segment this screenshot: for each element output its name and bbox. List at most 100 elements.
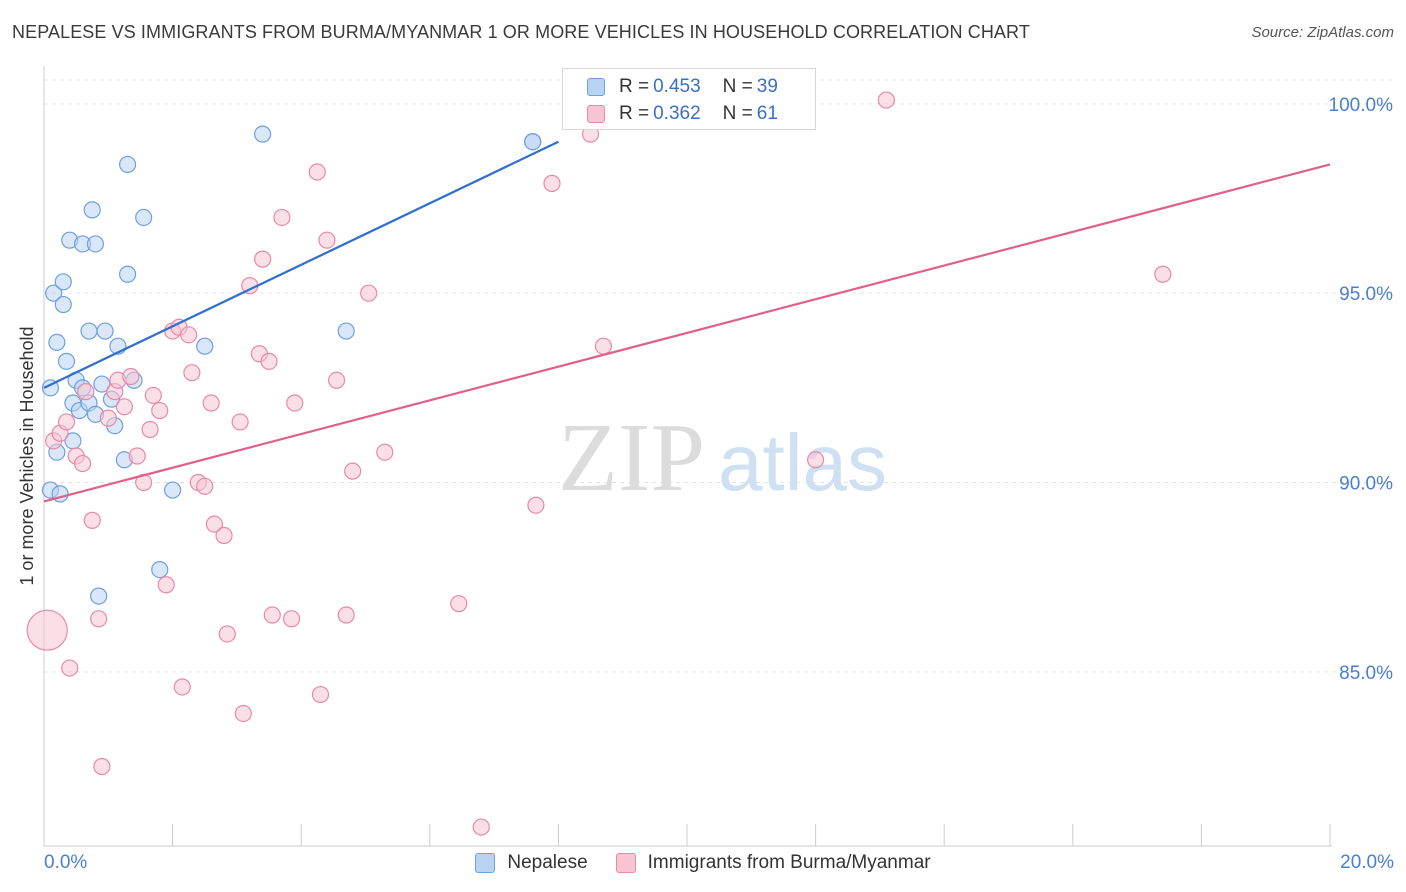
nepalese-trendline — [43, 140, 559, 389]
burma-point — [472, 818, 490, 836]
burma-point — [260, 352, 278, 370]
nepalese-point — [524, 133, 542, 151]
nepalese-point — [54, 273, 72, 291]
axis-layer: 85.0% 90.0% 95.0% 100.0% — [43, 66, 1394, 847]
legend-n-label: N = — [722, 76, 753, 97]
burma-point — [205, 515, 223, 533]
legend-swatch-pink — [587, 105, 605, 123]
burma-point — [282, 610, 301, 628]
burma-point — [273, 208, 291, 227]
burma-point — [202, 394, 220, 412]
x-tick-label-max: 20.0% — [1340, 852, 1394, 873]
legend-n-value: 39 — [756, 76, 778, 97]
legend-row-burma: R = 0.362 N = 61 — [587, 102, 778, 126]
burma-point — [543, 174, 561, 192]
burma-point — [196, 477, 214, 495]
nepalese-point — [57, 352, 76, 370]
burma-point — [128, 447, 146, 465]
nepalese-point — [118, 265, 137, 283]
x-tick-label-min: 0.0% — [44, 852, 88, 873]
burma-point — [234, 704, 252, 723]
burma-point — [141, 420, 159, 439]
legend-r-value: 0.453 — [653, 76, 701, 97]
burma-point — [360, 284, 378, 302]
burma-point — [77, 383, 95, 401]
burma-point — [93, 757, 111, 776]
burma-point — [877, 91, 895, 109]
nepalese-point — [337, 322, 355, 340]
burma-point — [806, 451, 825, 469]
burma-point — [527, 496, 545, 514]
grid-layer — [44, 79, 1392, 673]
points-layer — [26, 91, 1172, 836]
burma-point — [144, 386, 162, 405]
burma-point — [254, 250, 272, 268]
burma-point — [73, 454, 92, 473]
burma-point — [318, 231, 336, 249]
legend-swatch-blue — [587, 78, 605, 96]
burma-point — [57, 413, 76, 431]
burma-point — [376, 443, 394, 461]
nepalese-point — [118, 155, 137, 174]
correlation-legend: R = 0.453 N = 39 R = 0.362 N = 61 — [562, 68, 816, 130]
burma-point — [286, 394, 304, 412]
watermark-zip: ZIP — [558, 404, 705, 512]
trend-layer — [43, 140, 1331, 503]
nepalese-point — [86, 235, 105, 253]
nepalese-point — [151, 560, 169, 579]
nepalese-point — [48, 333, 66, 352]
legend-n-value: 61 — [756, 103, 778, 124]
burma-point — [183, 364, 201, 382]
y-tick-label: 85.0% — [1339, 663, 1393, 684]
burma-point — [337, 606, 355, 624]
nepalese-point — [135, 208, 153, 227]
burma-point — [61, 659, 79, 677]
source-label: Source: ZipAtlas.com — [1251, 24, 1394, 41]
nepalese-point — [254, 125, 272, 143]
nepalese-point — [54, 295, 72, 314]
nepalese-point — [80, 322, 98, 340]
series-legend-label: Immigrants from Burma/Myanmar — [647, 852, 931, 873]
y-tick-label: 90.0% — [1339, 474, 1393, 495]
series-legend-burma[interactable]: Immigrants from Burma/Myanmar — [615, 852, 931, 874]
burma-point — [311, 685, 330, 704]
burma-point — [90, 610, 108, 628]
legend-r-value: 0.362 — [653, 103, 701, 124]
burma-point — [231, 413, 249, 431]
legend-r-label: R = — [619, 76, 650, 97]
nepalese-point — [196, 337, 214, 355]
series-swatch-pink — [615, 853, 636, 873]
burma-point — [215, 526, 233, 545]
series-legend-nepalese[interactable]: Nepalese — [475, 852, 588, 874]
series-legend-label: Nepalese — [507, 852, 588, 873]
nepalese-point — [96, 322, 114, 340]
watermark-atlas: atlas — [718, 418, 887, 507]
legend-r-label: R = — [619, 103, 650, 124]
burma-point — [218, 625, 236, 643]
burma-point — [327, 371, 346, 389]
y-tick-label: 100.0% — [1329, 95, 1394, 116]
burma-point — [308, 163, 326, 181]
nepalese-point — [93, 375, 111, 393]
nepalese-point — [164, 481, 182, 499]
burma-point — [594, 337, 613, 355]
burma-point — [180, 326, 198, 344]
chart-title: NEPALESE VS IMMIGRANTS FROM BURMA/MYANMA… — [12, 22, 1030, 42]
nepalese-point — [45, 284, 63, 302]
burma-point — [344, 462, 362, 480]
burma-point — [157, 576, 175, 594]
burma-point — [122, 367, 140, 386]
burma-point — [99, 409, 117, 427]
y-tick-label: 95.0% — [1339, 284, 1393, 305]
burma-point — [151, 401, 169, 420]
burma-point — [83, 511, 101, 529]
y-axis-label: 1 or more Vehicles in Household — [17, 326, 37, 585]
burma-point — [115, 398, 133, 416]
legend-row-nepalese: R = 0.453 N = 39 — [587, 75, 778, 99]
burma-point — [26, 609, 68, 651]
burma-point — [450, 595, 468, 613]
burma-point — [1154, 265, 1172, 283]
burma-point — [263, 606, 281, 624]
burma-trendline — [43, 163, 1331, 503]
